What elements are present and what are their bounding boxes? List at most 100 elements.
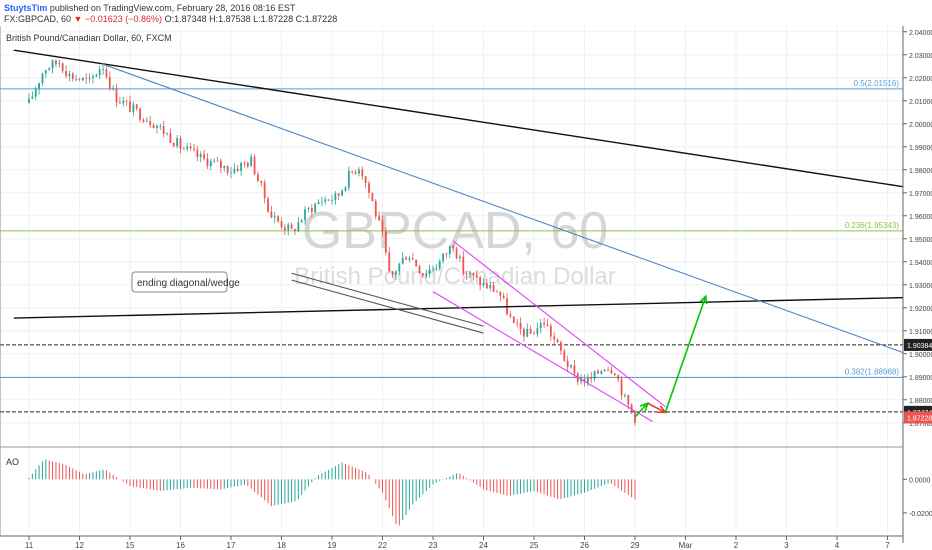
price-label: 1.87228	[907, 416, 932, 423]
candle-body	[209, 160, 212, 167]
candle-body	[341, 190, 343, 196]
candle-body	[445, 253, 448, 255]
candle-body	[189, 146, 192, 149]
candle-body	[125, 100, 128, 102]
candle-body	[283, 227, 286, 231]
candle-body	[58, 63, 61, 65]
candle-body	[88, 78, 91, 79]
candle-body	[159, 125, 162, 127]
author-link[interactable]: StuytsTim	[4, 3, 48, 13]
candle-body	[364, 176, 367, 183]
level-label: 0.5(2.01516)	[854, 79, 900, 88]
candle-body	[182, 148, 185, 150]
candle-body	[553, 336, 556, 340]
candle-body	[519, 322, 522, 330]
candle-body	[280, 221, 283, 228]
candle-body	[317, 202, 320, 205]
candle-body	[98, 69, 101, 76]
chart-area[interactable]: GBPCAD, 60 British Pound/Canadian Dollar…	[0, 26, 932, 550]
price-tick-label: 1.98000	[909, 168, 932, 175]
level-label: 0.382(1.85367)	[845, 450, 900, 459]
level-label: 0.382(1.88968)	[845, 367, 900, 376]
price-tick-label: 1.92000	[909, 306, 932, 313]
candle-body	[526, 328, 529, 337]
candle-body	[590, 377, 593, 380]
time-tick-label: 26	[580, 541, 589, 550]
price-tick-label: 1.99000	[909, 145, 932, 152]
trendline	[13, 49, 903, 188]
price-tick-label: 1.87000	[909, 421, 932, 428]
candle-body	[297, 222, 300, 232]
candle-body	[620, 379, 623, 396]
candle-body	[176, 138, 179, 147]
candle-body	[243, 162, 246, 164]
candle-body	[220, 160, 222, 168]
time-tick-label: 11	[25, 541, 34, 550]
candle-body	[516, 322, 519, 324]
candle-body	[580, 378, 583, 382]
candle-body	[203, 154, 205, 159]
trendlines[interactable]	[13, 49, 913, 423]
candle-body	[509, 314, 512, 317]
time-tick-label: 23	[429, 541, 438, 550]
trendline	[291, 272, 484, 327]
candle-body	[381, 220, 384, 232]
chart-labels: British Pound/Canadian Dollar, 60, FXCM …	[6, 33, 172, 467]
candle-body	[324, 199, 327, 202]
candle-body	[556, 339, 559, 343]
candle-body	[523, 329, 525, 337]
candle-body	[334, 193, 337, 201]
wedge-annotation[interactable]: ending diagonal/wedge	[131, 271, 240, 293]
candle-body	[149, 121, 152, 125]
candle-body	[448, 246, 451, 255]
candle-body	[327, 199, 330, 201]
candle-body	[512, 316, 515, 323]
candle-body	[75, 79, 78, 80]
candle-body	[391, 271, 394, 275]
candle-body	[179, 138, 182, 149]
candle-body	[206, 158, 209, 167]
candle-body	[455, 248, 458, 259]
candle-body	[586, 377, 589, 383]
candle-body	[55, 60, 57, 65]
candle-body	[560, 342, 562, 351]
candle-body	[51, 60, 54, 69]
candle-body	[337, 193, 340, 196]
price-tick-label: 2.04000	[909, 30, 932, 37]
price-tick-label: 1.91000	[909, 329, 932, 336]
candle-body	[314, 204, 317, 213]
candle-body	[570, 365, 572, 368]
candle-body	[199, 154, 202, 157]
symbol-text: FX:GBPCAD, 60	[4, 14, 72, 24]
candle-body	[41, 73, 44, 84]
candle-body	[250, 156, 253, 167]
ao-tick-label: 0.0000	[909, 477, 931, 484]
candle-body	[415, 259, 418, 267]
price-tick-label: 2.01000	[909, 99, 932, 106]
candle-body	[135, 104, 138, 109]
chart-header: StuytsTim published on TradingView.com, …	[0, 0, 932, 26]
trendline	[13, 296, 903, 319]
candle-body	[102, 69, 104, 71]
time-tick-label: 4	[835, 541, 840, 550]
published-text: published on TradingView.com, February 2…	[49, 3, 296, 13]
candle-body	[459, 256, 461, 259]
candle-body	[603, 369, 606, 372]
publish-info: StuytsTim published on TradingView.com, …	[4, 3, 295, 13]
candle-body	[597, 370, 599, 374]
time-tick-label: 7	[885, 541, 890, 550]
trendline	[291, 279, 484, 334]
candle-body	[28, 98, 30, 104]
candle-body	[193, 148, 195, 150]
candle-body	[236, 168, 239, 171]
arrow-head	[699, 294, 708, 305]
candles	[28, 59, 636, 426]
candle-body	[290, 224, 293, 229]
candle-body	[156, 126, 158, 129]
candle-body	[61, 63, 64, 72]
ao-histogram	[28, 459, 636, 526]
candle-body	[145, 121, 148, 123]
candle-body	[361, 169, 364, 177]
price-label-bg	[904, 411, 932, 424]
candle-body	[593, 370, 596, 380]
